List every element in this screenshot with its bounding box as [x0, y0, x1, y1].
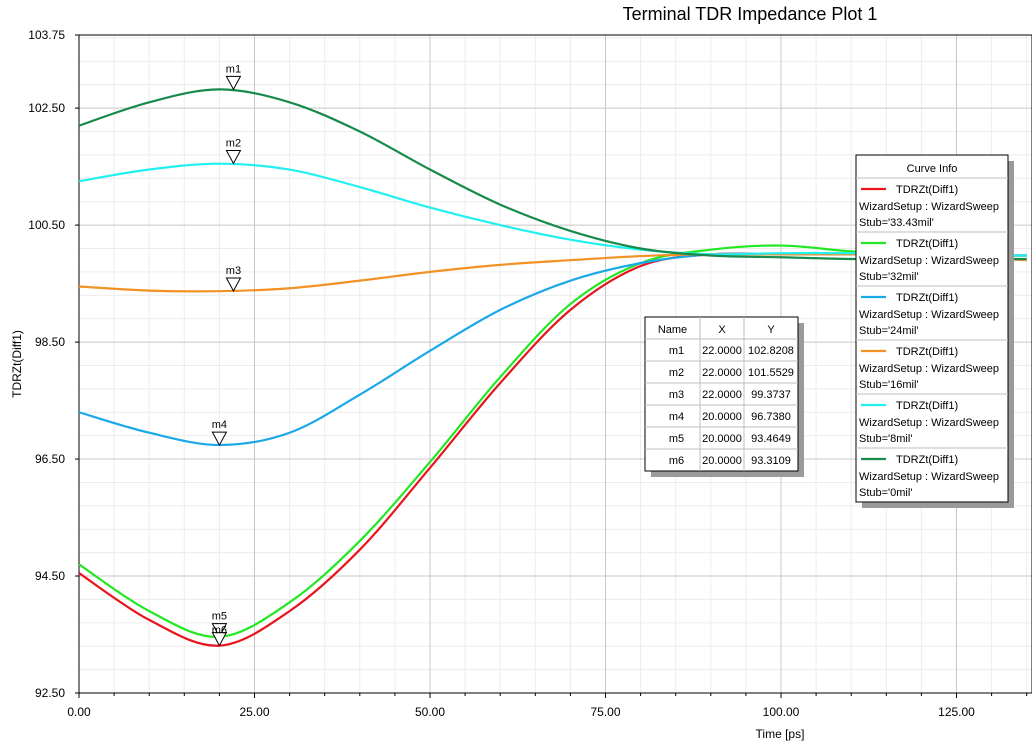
curve-line	[78, 244, 1027, 638]
legend-series-name: TDRZt(Diff1)	[896, 184, 958, 196]
y-axis-label: TDRZt(Diff1)	[10, 330, 24, 398]
table-cell-x: 22.0000	[702, 367, 742, 379]
table-cell-y: 99.3737	[751, 389, 791, 401]
y-tick-label: 103.75	[28, 28, 65, 42]
marker-label: m3	[226, 265, 241, 277]
plot-area-frame	[78, 34, 1032, 694]
legend-series-setup: WizardSetup : WizardSweep	[859, 363, 999, 375]
legend-series-setup: WizardSetup : WizardSweep	[859, 255, 999, 267]
marker-triangle	[211, 431, 228, 447]
y-tick-label: 102.50	[28, 101, 65, 115]
legend-series-param: Stub='33.43mil'	[859, 217, 934, 229]
marker-label: m6	[212, 625, 227, 637]
markers: m1 m2 m3 m4 m5 m6	[211, 63, 242, 647]
legend-series-param: Stub='8mil'	[859, 433, 912, 445]
marker-triangle	[211, 632, 228, 647]
axis-ticks: 0.00 25.00 50.00 75.00 100.00 125.00 92.50 94.5…	[28, 28, 1028, 719]
table-cell-x: 20.0000	[702, 455, 742, 467]
table-cell-y: 93.4649	[751, 433, 791, 445]
table-header-cell: Name	[658, 324, 687, 336]
legend-series-setup: WizardSetup : WizardSweep	[859, 417, 999, 429]
table-cell-name: m3	[669, 389, 684, 401]
table-frame	[644, 316, 799, 472]
x-tick-label: 25.00	[239, 705, 269, 719]
y-tick-label: 92.50	[35, 686, 65, 700]
marker-table: Name X Ym1 22.0000 102.8208 m2 22.0000 101.5529…	[644, 316, 804, 477]
x-tick-label: 50.00	[415, 705, 445, 719]
marker-triangle	[225, 150, 242, 165]
marker-triangle	[225, 277, 242, 293]
table-cell-name: m4	[669, 411, 684, 423]
legend-series-param: Stub='32mil'	[859, 271, 919, 283]
x-tick-label: 125.00	[938, 705, 975, 719]
table-cell-x: 22.0000	[702, 345, 742, 357]
table-header-cell: X	[718, 324, 726, 336]
legend-series-name: TDRZt(Diff1)	[896, 400, 958, 412]
y-tick-label: 100.50	[28, 218, 65, 232]
curve-info-legend: Curve Info TDRZt(Diff1) WizardSetup : Wiza…	[855, 154, 1014, 508]
chart-title: Terminal TDR Impedance Plot 1	[623, 4, 878, 24]
table-cell-name: m1	[669, 345, 684, 357]
curve-line	[78, 88, 1027, 261]
legend-series-name: TDRZt(Diff1)	[896, 346, 958, 358]
table-cell-name: m6	[669, 455, 684, 467]
table-cell-y: 93.3109	[751, 455, 791, 467]
table-cell-y: 102.8208	[748, 345, 794, 357]
marker-triangle	[225, 75, 242, 91]
table-cell-y: 96.7380	[751, 411, 791, 423]
marker-label: m5	[212, 611, 227, 623]
x-tick-label: 75.00	[590, 705, 620, 719]
table-cell-name: m5	[669, 433, 684, 445]
x-tick-label: 0.00	[67, 705, 91, 719]
table-cell-y: 101.5529	[748, 367, 794, 379]
legend-series-setup: WizardSetup : WizardSweep	[859, 201, 999, 213]
y-tick-label: 96.50	[35, 452, 65, 466]
legend-series-param: Stub='0mil'	[859, 487, 912, 499]
marker-triangle	[211, 623, 228, 638]
legend-series-name: TDRZt(Diff1)	[896, 454, 958, 466]
curve-line	[78, 253, 1027, 293]
curves	[78, 88, 1027, 647]
legend-series-name: TDRZt(Diff1)	[896, 292, 958, 304]
legend-frame	[855, 154, 1009, 503]
table-cell-x: 20.0000	[702, 411, 742, 423]
y-tick-label: 98.50	[35, 335, 65, 349]
legend-series-setup: WizardSetup : WizardSweep	[859, 309, 999, 321]
legend-series-name: TDRZt(Diff1)	[896, 238, 958, 250]
y-tick-label: 94.50	[35, 569, 65, 583]
table-cell-x: 20.0000	[702, 433, 742, 445]
marker-label: m1	[226, 63, 241, 75]
table-cell-name: m2	[669, 367, 684, 379]
legend-series-setup: WizardSetup : WizardSweep	[859, 471, 999, 483]
table-header-cell: Y	[767, 324, 775, 336]
legend-series-param: Stub='16mil'	[859, 379, 919, 391]
curve-line	[78, 162, 1027, 257]
legend-title: Curve Info	[907, 163, 958, 175]
legend-series-param: Stub='24mil'	[859, 325, 919, 337]
x-tick-label: 100.00	[763, 705, 800, 719]
marker-label: m4	[212, 419, 227, 431]
marker-label: m2	[226, 138, 241, 150]
table-cell-x: 22.0000	[702, 389, 742, 401]
x-axis-label: Time [ps]	[756, 727, 805, 741]
